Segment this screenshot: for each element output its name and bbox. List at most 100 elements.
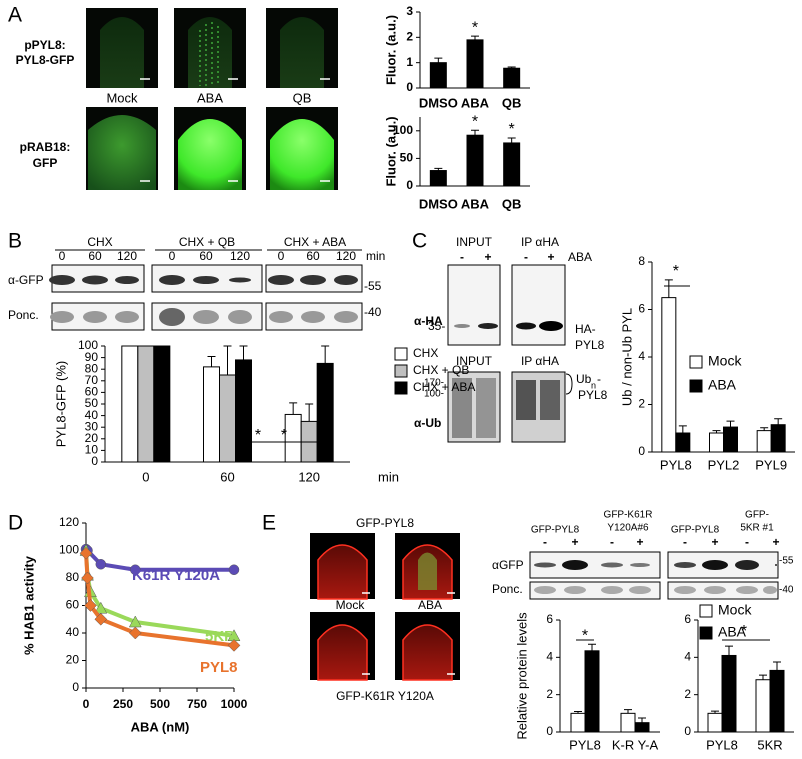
sign: + <box>711 535 718 549</box>
row-label: α-GFP <box>8 273 44 287</box>
blot-header: IP αHA <box>521 354 559 368</box>
x-tick-label: DMSO <box>419 196 458 211</box>
y-tick-label: 100 <box>59 543 79 557</box>
y-tick-label: 80 <box>85 361 99 375</box>
decoration <box>775 564 777 566</box>
x-tick-label: 1000 <box>221 697 248 711</box>
y-axis-label: Relative protein levels <box>514 612 529 740</box>
row-label: pRAB18: <box>20 140 71 154</box>
protein-label: PYL8 <box>578 388 608 402</box>
panel-letter: E <box>262 512 276 535</box>
y-tick-label: 0 <box>72 680 79 694</box>
x-tick-label: 0 <box>142 469 149 484</box>
legend-swatch <box>394 364 408 378</box>
lane-label: 120 <box>117 249 137 263</box>
y-tick-label: 50 <box>400 151 414 165</box>
lane-label: 0 <box>59 249 66 263</box>
y-tick-label: 50 <box>85 396 99 410</box>
mw-marker: -55 <box>779 556 794 567</box>
decoration <box>88 115 156 190</box>
legend-label: ABA <box>708 377 737 393</box>
y-tick-label: 20 <box>66 653 80 667</box>
y-axis-label: % HAB1 activity <box>21 555 36 655</box>
x-tick-label: PYL8 <box>660 457 692 472</box>
decoration <box>629 586 651 594</box>
y-tick-label: 70 <box>85 373 99 387</box>
y-tick-label: 90 <box>85 350 99 364</box>
decoration <box>270 119 334 190</box>
row-label: GFP <box>33 156 58 170</box>
x-tick-label: K-R Y-A <box>612 737 659 752</box>
decoration <box>674 562 696 568</box>
sign: + <box>772 535 779 549</box>
row-label: Ponc. <box>8 308 39 322</box>
image-label: GFP-PYL8 <box>356 516 414 530</box>
decoration <box>50 311 74 323</box>
blot-b <box>49 249 363 331</box>
decoration <box>301 311 325 323</box>
series-label: PYL8 <box>200 659 238 676</box>
bar <box>137 345 155 463</box>
x-tick-label: ABA <box>461 95 490 110</box>
decoration <box>269 311 293 323</box>
mw-marker: 170- <box>424 378 444 389</box>
y-axis-label: PYL8-GFP (%) <box>53 361 68 447</box>
legend-swatch <box>699 604 713 618</box>
decoration <box>100 17 144 88</box>
decoration <box>115 311 139 323</box>
bar <box>203 366 220 463</box>
blot-c <box>447 264 573 443</box>
decoration <box>418 552 437 590</box>
decoration <box>362 592 455 675</box>
decoration <box>159 275 185 285</box>
y-tick-label: 2 <box>546 687 553 701</box>
bar <box>219 374 236 463</box>
blot-header: GFP-PYL8 <box>671 525 720 536</box>
x-tick-label: PYL8 <box>706 737 738 752</box>
bar <box>756 430 772 453</box>
condition-label: Mock <box>336 598 366 612</box>
marker <box>81 571 94 585</box>
y-tick-label: 2 <box>406 30 413 44</box>
bar <box>661 297 677 453</box>
marker <box>130 564 141 575</box>
marker <box>79 546 93 560</box>
sign: - <box>524 250 528 264</box>
blot-e <box>529 551 779 600</box>
x-tick-label: 500 <box>150 697 170 711</box>
y-axis-label: Ub / non-Ub PYL <box>619 308 634 406</box>
bar <box>503 142 521 187</box>
condition-label: QB <box>293 90 312 105</box>
x-tick-label: 5KR <box>757 737 782 752</box>
sign: + <box>547 250 554 264</box>
bar <box>316 362 334 463</box>
sign: - <box>683 535 687 549</box>
decoration <box>193 310 219 324</box>
decoration <box>564 586 586 594</box>
mw-marker: 100- <box>424 389 444 400</box>
decoration <box>529 581 661 600</box>
decoration <box>115 276 139 284</box>
blot-header: IP αHA <box>521 235 559 249</box>
significance-star: * <box>582 627 588 644</box>
decoration <box>402 624 453 681</box>
lane-label: 0 <box>278 249 285 263</box>
x-tick-label: 120 <box>298 469 320 484</box>
microscopy-images-e <box>310 533 460 681</box>
x-tick-label: QB <box>502 196 522 211</box>
antibody-label: α-HA <box>414 314 443 328</box>
decoration <box>601 586 623 594</box>
x-tick-label: PYL8 <box>569 737 601 752</box>
decoration <box>562 560 588 570</box>
bar <box>235 359 252 463</box>
decoration <box>511 264 566 346</box>
decoration <box>540 380 560 420</box>
blot-header: INPUT <box>456 354 493 368</box>
legend-swatch <box>394 347 408 361</box>
image-label: GFP-K61R Y120A <box>336 689 434 703</box>
protein-label: HA- <box>575 322 596 336</box>
series-label: K61R Y120A <box>132 567 220 584</box>
y-tick-label: 60 <box>66 598 80 612</box>
y-tick-label: 4 <box>638 349 645 363</box>
y-axis-label: Fluor. (a.u.) <box>383 116 398 186</box>
